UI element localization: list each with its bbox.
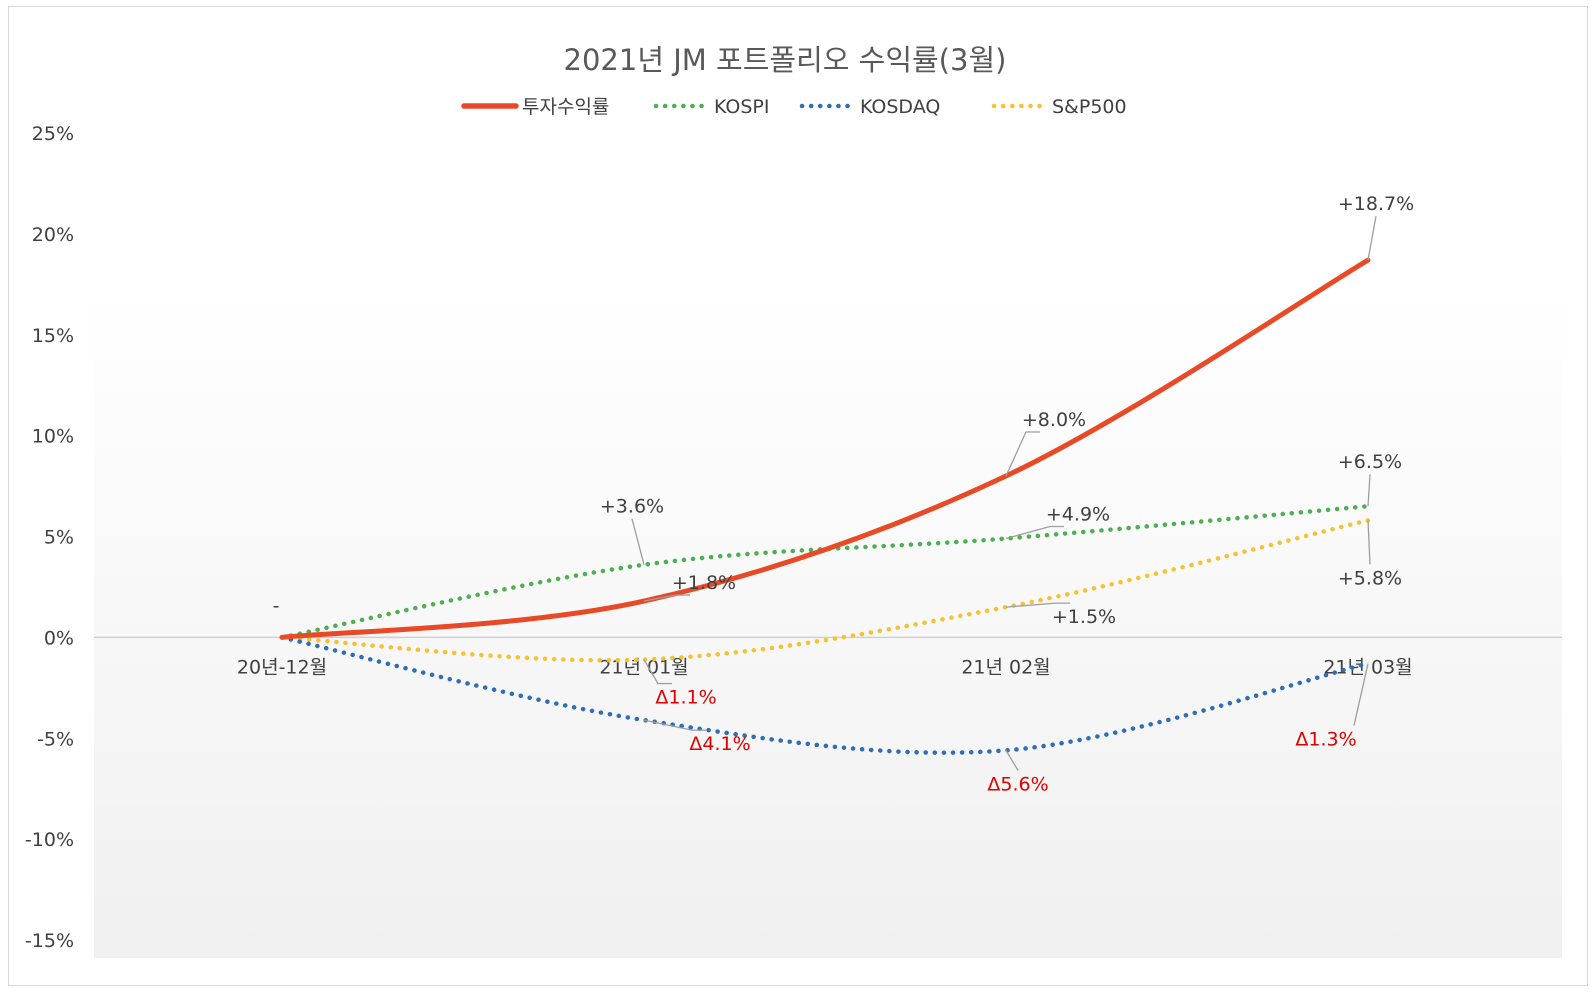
leader-line: [643, 659, 672, 685]
data-label: Δ1.1%: [655, 687, 716, 709]
chart-title: 2021년 JM 포트폴리오 수익률(3월): [564, 43, 1007, 77]
y-tick-label: 5%: [44, 527, 74, 549]
legend-label: KOSPI: [714, 96, 770, 118]
y-tick-label: -5%: [37, 728, 74, 750]
data-label: +4.9%: [1046, 504, 1110, 526]
x-tick-label: 21년 01월: [599, 656, 688, 678]
data-labels: +1.8% +8.0% +18.7% +3.6% +4.9% +6.5% Δ4.1% Δ5.6…: [273, 193, 1415, 795]
y-axis: 25% 20% 15% 10% 5% 0% -5% -10% -15%: [25, 123, 74, 952]
data-label: +1.8%: [672, 572, 736, 594]
y-tick-label: -10%: [25, 829, 74, 851]
leader-line: [643, 594, 690, 602]
leader-line: [1005, 750, 1019, 771]
y-tick-label: 0%: [44, 627, 74, 649]
series-line-sp500: [279, 518, 1371, 663]
series-line-kospi: [279, 503, 1371, 640]
leader-line: [1005, 602, 1070, 608]
data-label: Δ4.1%: [689, 733, 750, 755]
x-tick-label: 20년-12월: [237, 656, 327, 678]
leader-line: [1005, 525, 1064, 540]
data-label: +18.7%: [1338, 193, 1414, 215]
legend-label: KOSDAQ: [860, 96, 940, 118]
legend: 투자수익률 KOSPI KOSDAQ S&P500: [461, 96, 1127, 118]
x-tick-label: 21년 02월: [961, 656, 1050, 678]
plot-area-background: [94, 285, 1562, 958]
data-label: +5.8%: [1338, 567, 1402, 589]
legend-label: S&P500: [1052, 96, 1127, 118]
y-tick-label: 15%: [32, 325, 74, 347]
legend-label: 투자수익률: [522, 96, 609, 118]
series-layer: [279, 257, 1371, 755]
x-tick-label: 21년 03월: [1323, 656, 1412, 678]
leader-line: [1367, 474, 1371, 507]
data-label: +3.6%: [600, 496, 664, 518]
leader-line: [1367, 215, 1377, 261]
data-label: Δ5.6%: [987, 773, 1048, 795]
leader-line: [1367, 520, 1371, 565]
leader-line: [643, 719, 706, 731]
y-tick-label: 20%: [32, 224, 74, 246]
leader-line: [631, 518, 645, 565]
data-label: +1.5%: [1052, 606, 1116, 628]
leader-line: [1353, 663, 1369, 726]
data-label: +6.5%: [1338, 451, 1402, 473]
x-axis: 20년-12월 21년 01월 21년 02월 21년 03월: [237, 656, 1413, 678]
y-tick-label: -15%: [25, 930, 74, 952]
y-tick-label: 10%: [32, 426, 74, 448]
y-tick-label: 25%: [32, 123, 74, 145]
data-label: +8.0%: [1022, 409, 1086, 431]
series-line-: [279, 257, 1371, 640]
data-label: Δ1.3%: [1295, 729, 1356, 751]
label-leader-lines: [631, 215, 1377, 771]
series-line-kosdaq: [279, 635, 1371, 755]
start-data-label: -: [273, 595, 280, 617]
leader-line: [1005, 431, 1040, 477]
